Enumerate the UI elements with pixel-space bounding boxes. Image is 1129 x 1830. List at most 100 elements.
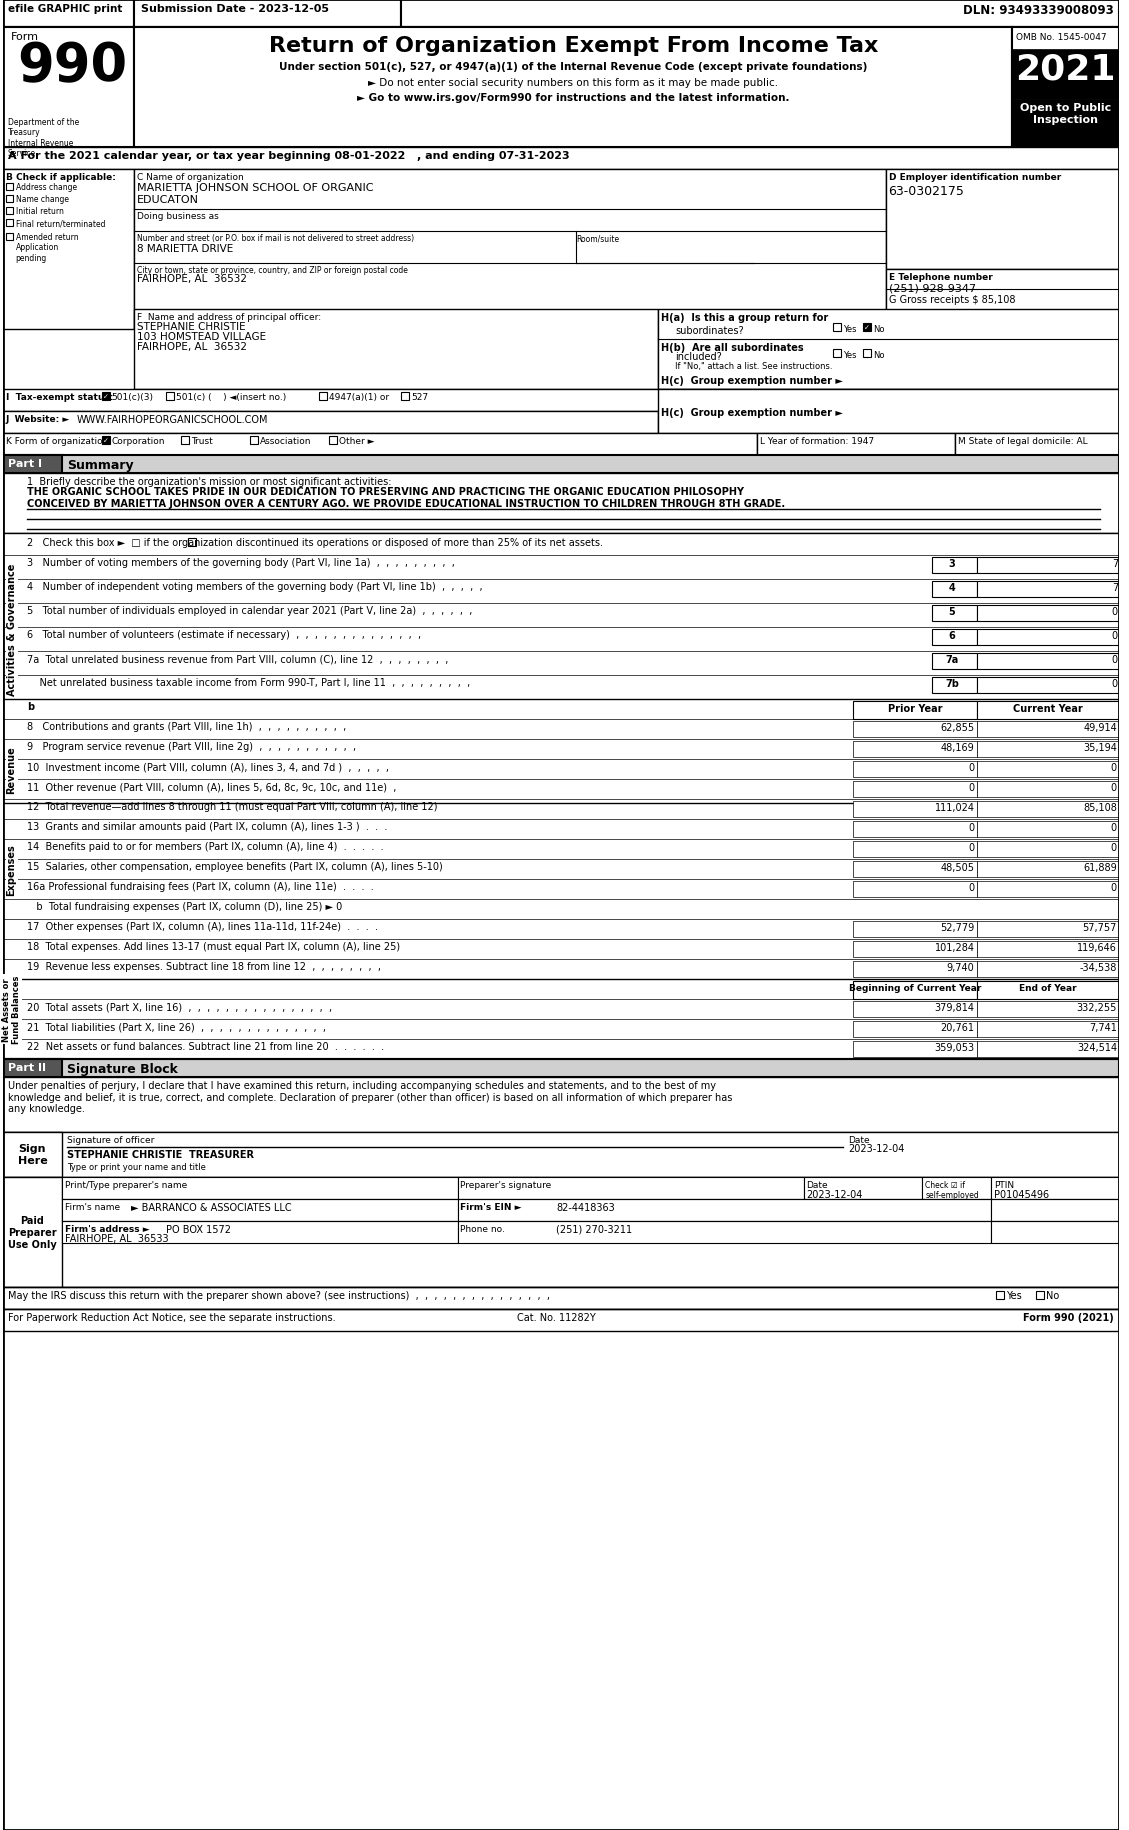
Bar xyxy=(1013,101,1119,148)
Text: Preparer's signature: Preparer's signature xyxy=(461,1180,552,1190)
Bar xyxy=(457,1177,804,1199)
Text: 7b: 7b xyxy=(945,679,959,688)
Text: Phone no.: Phone no. xyxy=(461,1224,506,1233)
Bar xyxy=(6,220,12,227)
Bar xyxy=(6,183,12,190)
Text: ✓: ✓ xyxy=(103,437,108,443)
Text: J  Website: ►: J Website: ► xyxy=(6,415,70,425)
Bar xyxy=(1013,49,1119,101)
Bar xyxy=(854,1021,977,1038)
Text: Cat. No. 11282Y: Cat. No. 11282Y xyxy=(517,1312,596,1323)
Bar xyxy=(102,437,110,445)
Text: Room/suite: Room/suite xyxy=(576,234,620,243)
Bar xyxy=(933,582,977,598)
Bar xyxy=(6,234,12,242)
Bar xyxy=(181,437,189,445)
Bar xyxy=(977,922,1119,937)
Text: 990: 990 xyxy=(18,40,128,92)
Text: Part II: Part II xyxy=(8,1063,45,1072)
Text: 6   Total number of volunteers (estimate if necessary)  ,  ,  ,  ,  ,  ,  ,  ,  : 6 Total number of volunteers (estimate i… xyxy=(27,630,421,640)
Text: Trust: Trust xyxy=(191,437,212,447)
Text: 1  Briefly describe the organization's mission or most significant activities:: 1 Briefly describe the organization's mi… xyxy=(27,478,392,487)
Text: WWW.FAIRHOPEORGANICSCHOOL.COM: WWW.FAIRHOPEORGANICSCHOOL.COM xyxy=(77,415,269,425)
Bar xyxy=(2,27,1119,148)
Text: 111,024: 111,024 xyxy=(935,803,974,813)
Text: Form 990 (2021): Form 990 (2021) xyxy=(1023,1312,1114,1323)
Bar xyxy=(2,1177,1119,1286)
Bar xyxy=(2,0,134,27)
Text: 8   Contributions and grants (Part VIII, line 1h)  ,  ,  ,  ,  ,  ,  ,  ,  ,  ,: 8 Contributions and grants (Part VIII, l… xyxy=(27,721,347,732)
Text: Address change: Address change xyxy=(16,183,77,192)
Bar xyxy=(977,842,1119,858)
Text: Form: Form xyxy=(10,31,38,42)
Text: PO BOX 1572: PO BOX 1572 xyxy=(166,1224,230,1233)
Text: Yes: Yes xyxy=(843,351,857,361)
Bar xyxy=(2,148,1119,170)
Bar xyxy=(854,701,977,719)
Bar xyxy=(977,941,1119,957)
Bar xyxy=(977,677,1119,694)
Bar xyxy=(62,1221,457,1243)
Text: B Check if applicable:: B Check if applicable: xyxy=(6,172,115,181)
Bar xyxy=(2,1060,62,1078)
Bar xyxy=(922,1177,991,1199)
Bar xyxy=(933,558,977,573)
Text: M State of legal domicile: AL: M State of legal domicile: AL xyxy=(957,437,1087,447)
Bar xyxy=(6,196,12,203)
Text: 0: 0 xyxy=(1111,763,1117,772)
Bar xyxy=(977,582,1119,598)
Text: 0: 0 xyxy=(1112,608,1118,617)
Text: 7,741: 7,741 xyxy=(1089,1023,1117,1032)
Text: C Name of organization: C Name of organization xyxy=(138,172,244,181)
Bar xyxy=(933,606,977,622)
Bar xyxy=(933,653,977,670)
Text: Signature Block: Signature Block xyxy=(67,1063,178,1076)
Text: No: No xyxy=(873,351,884,361)
Bar xyxy=(977,1021,1119,1038)
Text: No: No xyxy=(873,324,884,333)
Text: Yes: Yes xyxy=(843,324,857,333)
Text: 0: 0 xyxy=(969,783,974,792)
Text: Revenue: Revenue xyxy=(7,745,17,794)
Text: 119,646: 119,646 xyxy=(1077,942,1117,952)
Text: F  Name and address of principal officer:: F Name and address of principal officer: xyxy=(138,313,322,322)
Text: Firm's address ►: Firm's address ► xyxy=(65,1224,150,1233)
Bar xyxy=(933,630,977,646)
Bar xyxy=(977,701,1119,719)
Bar xyxy=(2,474,1119,534)
Text: 0: 0 xyxy=(1112,679,1118,688)
Text: Net Assets or
Fund Balances: Net Assets or Fund Balances xyxy=(2,975,21,1043)
Bar xyxy=(854,781,977,798)
Text: For Paperwork Reduction Act Notice, see the separate instructions.: For Paperwork Reduction Act Notice, see … xyxy=(8,1312,335,1323)
Bar xyxy=(457,1199,991,1221)
Text: 17  Other expenses (Part IX, column (A), lines 11a-11d, 11f-24e)  .  .  .  .: 17 Other expenses (Part IX, column (A), … xyxy=(27,922,378,931)
Bar xyxy=(62,1199,457,1221)
Text: Date: Date xyxy=(806,1180,829,1190)
Bar xyxy=(977,653,1119,670)
Text: FAIRHOPE, AL  36533: FAIRHOPE, AL 36533 xyxy=(65,1233,168,1243)
Bar xyxy=(854,961,977,977)
Text: Return of Organization Exempt From Income Tax: Return of Organization Exempt From Incom… xyxy=(269,37,878,57)
Text: b  Total fundraising expenses (Part IX, column (D), line 25) ► 0: b Total fundraising expenses (Part IX, c… xyxy=(27,902,343,911)
Text: 48,169: 48,169 xyxy=(940,743,974,752)
Bar xyxy=(885,269,1119,329)
Text: efile GRAPHIC print: efile GRAPHIC print xyxy=(8,4,122,15)
Text: ► BARRANCO & ASSOCIATES LLC: ► BARRANCO & ASSOCIATES LLC xyxy=(131,1202,292,1211)
Text: 4   Number of independent voting members of the governing body (Part VI, line 1b: 4 Number of independent voting members o… xyxy=(27,582,483,591)
Bar xyxy=(2,1060,1119,1078)
Text: 20  Total assets (Part X, line 16)  ,  ,  ,  ,  ,  ,  ,  ,  ,  ,  ,  ,  ,  ,  , : 20 Total assets (Part X, line 16) , , , … xyxy=(27,1001,333,1012)
Text: Under penalties of perjury, I declare that I have examined this return, includin: Under penalties of perjury, I declare th… xyxy=(8,1080,732,1114)
Bar xyxy=(991,1221,1119,1243)
Bar xyxy=(250,437,257,445)
Text: H(c)  Group exemption number ►: H(c) Group exemption number ► xyxy=(662,375,843,386)
Bar xyxy=(134,170,885,329)
Bar xyxy=(804,1177,922,1199)
Bar xyxy=(854,862,977,878)
Bar xyxy=(977,981,1119,999)
Text: b: b xyxy=(27,701,35,712)
Text: 7: 7 xyxy=(1112,582,1118,593)
Bar xyxy=(991,1177,1119,1199)
Bar xyxy=(2,1286,1119,1308)
Bar xyxy=(401,393,409,401)
Text: City or town, state or province, country, and ZIP or foreign postal code: City or town, state or province, country… xyxy=(138,265,408,274)
